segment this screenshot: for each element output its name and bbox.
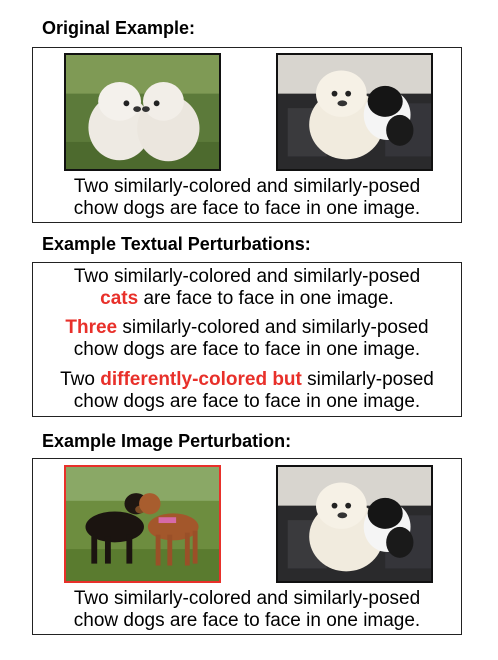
chow-puppies-photo (64, 53, 221, 171)
perturbation-3-line1-pre: Two (60, 369, 101, 390)
original-caption-line1: Two similarly-colored and similarly-pose… (73, 176, 421, 197)
perturbation-3-highlight: differently-colored but (100, 369, 302, 390)
image-perturbation-caption-line1: Two similarly-colored and similarly-pose… (73, 588, 421, 609)
perturbation-1-highlight: cats (100, 288, 139, 309)
perturbation-2-highlight: Three (65, 317, 118, 338)
textual-perturbations-heading: Example Textual Perturbations: (42, 234, 311, 254)
image-perturbation-caption-line2: chow dogs are face to face in one image. (73, 610, 421, 631)
two-dogs-on-grass-photo (64, 465, 221, 583)
perturbation-2-line1-rest: similarly-colored and similarly-posed (117, 317, 429, 338)
puppy-and-dog-on-couch-photo (276, 53, 433, 171)
image-perturbation-heading: Example Image Perturbation: (42, 431, 292, 451)
original-caption-line2: chow dogs are face to face in one image. (73, 198, 421, 219)
perturbation-1-line2-rest: are face to face in one image. (138, 288, 394, 309)
perturbation-2-line1: Three similarly-colored and similarly-po… (33, 317, 461, 339)
textual-perturbations-panel: Two similarly-colored and similarly-pose… (32, 262, 462, 417)
perturbation-2-line2: chow dogs are face to face in one image. (73, 339, 421, 360)
original-example-panel: Two similarly-colored and similarly-pose… (32, 47, 462, 223)
perturbation-3-line2: chow dogs are face to face in one image. (73, 391, 421, 412)
perturbation-1-line1: Two similarly-colored and similarly-pose… (73, 266, 421, 287)
image-perturbation-panel: Two similarly-colored and similarly-pose… (32, 458, 462, 635)
perturbation-3-line1: Two differently-colored but similarly-po… (33, 369, 461, 391)
perturbation-3-line1-rest: similarly-posed (301, 369, 434, 390)
perturbation-1-line2: cats are face to face in one image. (33, 288, 461, 310)
original-example-heading: Original Example: (42, 18, 196, 38)
puppy-and-dog-on-couch-photo-2 (276, 465, 433, 583)
